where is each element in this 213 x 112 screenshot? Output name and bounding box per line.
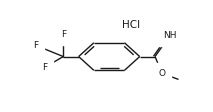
- Text: F: F: [33, 41, 38, 50]
- Text: O: O: [158, 69, 166, 78]
- Text: HCl: HCl: [122, 20, 141, 30]
- Text: F: F: [42, 63, 47, 72]
- Text: NH: NH: [163, 31, 177, 40]
- Text: F: F: [61, 30, 66, 39]
